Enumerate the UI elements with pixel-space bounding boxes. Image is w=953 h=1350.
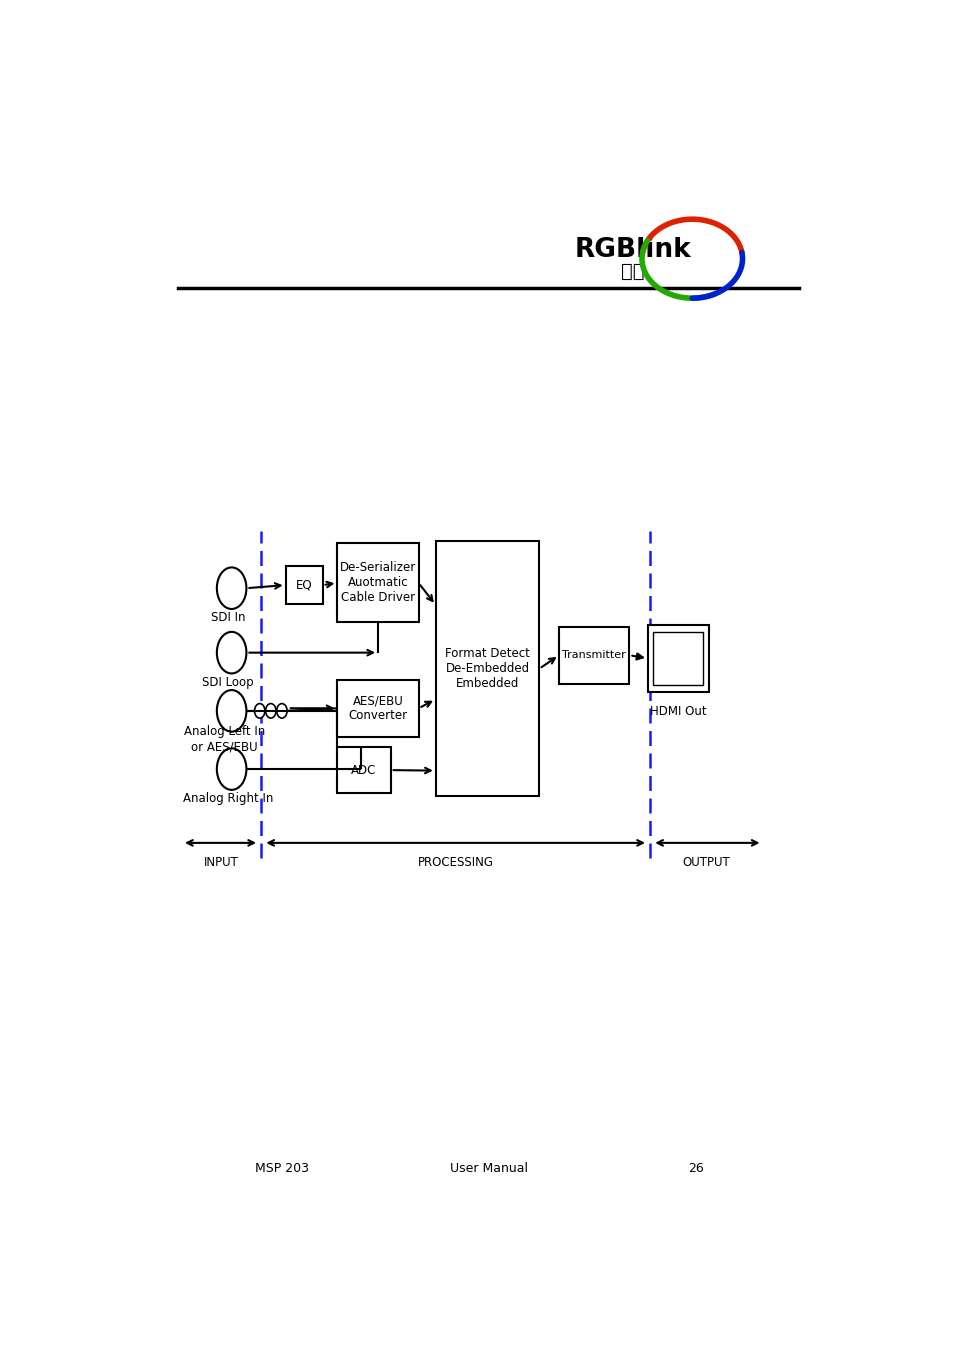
FancyBboxPatch shape: [653, 632, 702, 684]
FancyBboxPatch shape: [285, 567, 322, 603]
FancyBboxPatch shape: [337, 679, 418, 737]
Text: INPUT: INPUT: [204, 856, 239, 869]
Circle shape: [216, 567, 246, 609]
Text: PROCESSING: PROCESSING: [417, 856, 493, 869]
Text: Format Detect
De-Embedded
Embedded: Format Detect De-Embedded Embedded: [444, 647, 529, 690]
Circle shape: [265, 703, 275, 718]
Text: User Manual: User Manual: [450, 1162, 527, 1176]
Circle shape: [216, 748, 246, 790]
Text: HDMI Out: HDMI Out: [649, 705, 706, 718]
Text: 视诚: 视诚: [620, 262, 644, 281]
FancyBboxPatch shape: [558, 626, 629, 684]
Text: EQ: EQ: [295, 579, 312, 591]
Text: ADC: ADC: [351, 764, 376, 776]
Text: SDI In: SDI In: [211, 612, 245, 625]
Circle shape: [216, 632, 246, 674]
Text: De-Serializer
Auotmatic
Cable Driver: De-Serializer Auotmatic Cable Driver: [339, 562, 416, 605]
FancyBboxPatch shape: [337, 544, 418, 622]
Text: Analog Right In: Analog Right In: [183, 792, 273, 806]
FancyBboxPatch shape: [337, 748, 390, 792]
Text: 26: 26: [687, 1162, 703, 1176]
Circle shape: [254, 703, 265, 718]
FancyBboxPatch shape: [436, 541, 538, 796]
Text: RGBlink: RGBlink: [574, 238, 691, 263]
Text: SDI Loop: SDI Loop: [202, 676, 253, 688]
Text: Analog Left In
or AES/EBU: Analog Left In or AES/EBU: [183, 725, 265, 753]
Text: Transmitter: Transmitter: [562, 651, 625, 660]
Text: OUTPUT: OUTPUT: [681, 856, 729, 869]
FancyBboxPatch shape: [647, 625, 708, 693]
Text: AES/EBU
Converter: AES/EBU Converter: [348, 694, 407, 722]
Circle shape: [216, 690, 246, 732]
Circle shape: [276, 703, 287, 718]
Text: MSP 203: MSP 203: [254, 1162, 309, 1176]
